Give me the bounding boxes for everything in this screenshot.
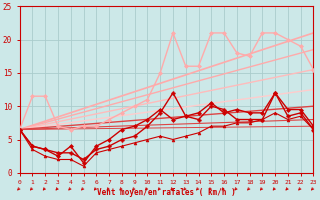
- X-axis label: Vent moyen/en rafales ( km/h ): Vent moyen/en rafales ( km/h ): [97, 188, 236, 197]
